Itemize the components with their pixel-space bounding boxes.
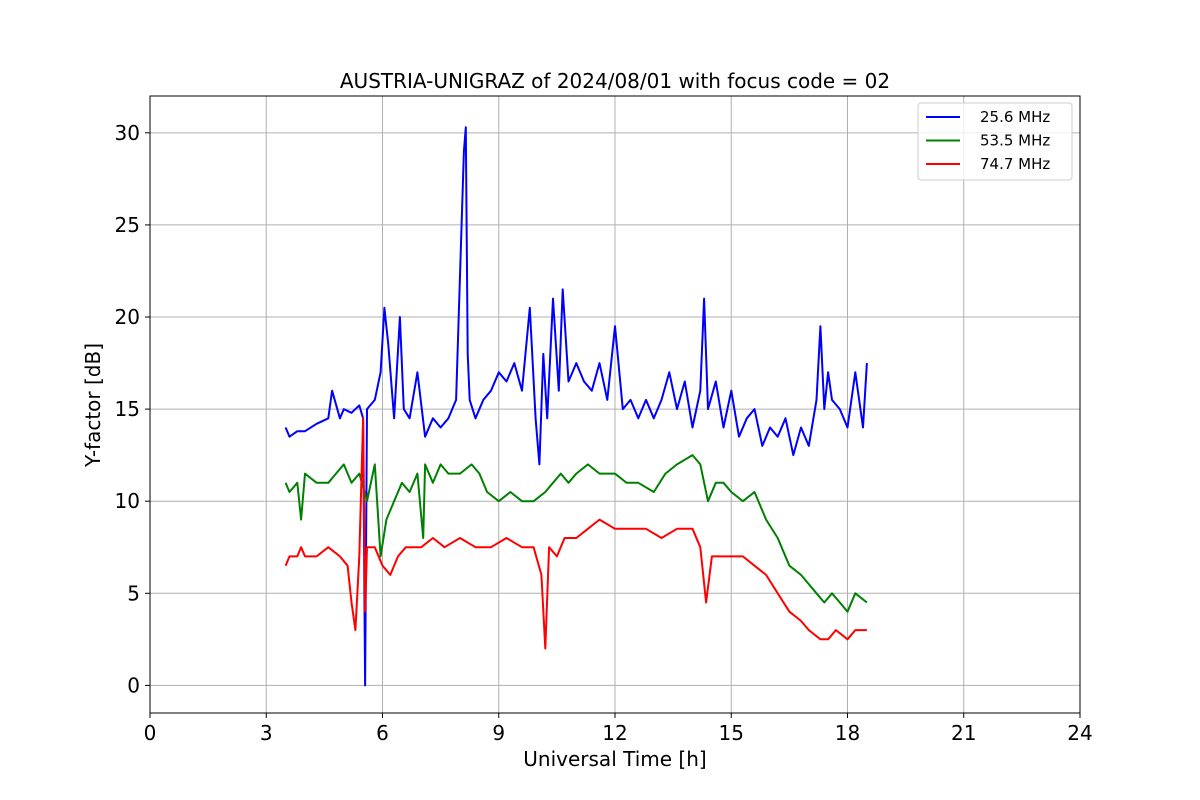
x-tick-label: 12 (602, 721, 627, 745)
x-tick-label: 0 (144, 721, 157, 745)
legend-label: 74.7 MHz (980, 155, 1050, 173)
x-axis-label: Universal Time [h] (523, 747, 706, 771)
x-tick-label: 21 (951, 721, 976, 745)
series-lines (284, 126, 868, 687)
y-tick-label: 15 (115, 397, 140, 421)
y-axis-label: Y-factor [dB] (81, 343, 105, 468)
x-axis: 0 3 6 9 12 15 18 21 24 (144, 713, 1093, 745)
legend: 25.6 MHz 53.5 MHz 74.7 MHz (917, 102, 1073, 181)
series-line-0 (284, 126, 868, 687)
y-axis: 0 5 10 15 20 25 30 (115, 121, 150, 697)
legend-label: 25.6 MHz (980, 108, 1050, 126)
x-tick-label: 9 (492, 721, 505, 745)
x-tick-label: 24 (1067, 721, 1092, 745)
x-tick-label: 18 (835, 721, 860, 745)
y-tick-label: 25 (115, 213, 140, 237)
x-tick-label: 3 (260, 721, 273, 745)
y-tick-label: 5 (127, 581, 140, 605)
y-tick-label: 10 (115, 489, 140, 513)
legend-label: 53.5 MHz (980, 132, 1050, 150)
y-tick-label: 20 (115, 305, 140, 329)
x-tick-label: 6 (376, 721, 389, 745)
chart-title: AUSTRIA-UNIGRAZ of 2024/08/01 with focus… (340, 69, 890, 93)
y-tick-label: 0 (127, 673, 140, 697)
x-tick-label: 15 (719, 721, 744, 745)
legend-box (917, 102, 1073, 181)
y-tick-label: 30 (115, 121, 140, 145)
series-line-2 (284, 417, 867, 650)
